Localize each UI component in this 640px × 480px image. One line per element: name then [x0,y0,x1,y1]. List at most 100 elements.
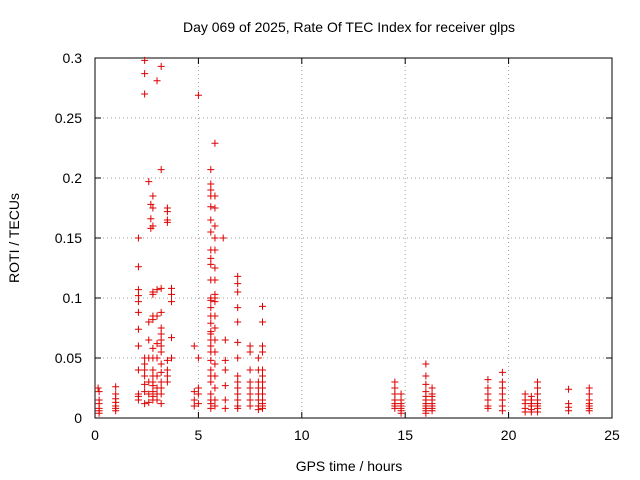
data-point [141,380,149,388]
data-point [207,378,215,386]
data-point [157,378,165,386]
data-point [259,378,267,386]
data-point [585,390,593,398]
data-point [134,286,142,294]
data-point [211,348,219,356]
data-point [153,372,161,380]
data-point [190,402,198,410]
data-point [157,62,165,70]
x-tick-label: 25 [604,427,620,443]
data-point [211,234,219,242]
data-point [207,404,215,412]
data-point [207,342,215,350]
data-point [211,276,219,284]
data-point [428,384,436,392]
data-point [207,216,215,224]
data-point [428,407,436,415]
data-point [534,390,542,398]
data-point [168,284,176,292]
data-point [246,378,254,386]
y-tick-label: 0 [74,410,82,426]
data-point [211,384,219,392]
data-point [157,368,165,376]
data-point [221,336,229,344]
data-point [134,396,142,404]
data-point [211,204,219,212]
y-tick-label: 0.1 [63,290,83,306]
data-point [484,390,492,398]
data-point [498,407,506,415]
data-point [498,396,506,404]
data-point [157,330,165,338]
data-point [157,390,165,398]
data-point [207,228,215,236]
data-point [397,409,405,417]
data-point [157,400,165,408]
data-point [153,340,161,348]
data-point [94,384,102,392]
data-point [149,344,157,352]
data-point [207,330,215,338]
data-point [194,390,202,398]
data-point [484,384,492,392]
data-point [246,384,254,392]
y-tick-label: 0.2 [63,170,83,186]
data-point [95,409,103,417]
data-point [194,384,202,392]
data-point [422,372,430,380]
data-point [141,400,149,408]
data-point [211,336,219,344]
data-point [194,91,202,99]
data-point [211,396,219,404]
data-point [211,139,219,147]
data-point [153,286,161,294]
data-point [484,396,492,404]
data-point [259,404,267,412]
x-tick-label: 20 [501,427,517,443]
data-point [484,376,492,384]
data-point [194,354,202,362]
data-point [157,342,165,350]
data-point [259,366,267,374]
data-point [422,409,430,417]
data-point [207,356,215,364]
data-point [211,222,219,230]
data-point [207,166,215,174]
data-point [168,298,176,306]
data-point [163,208,171,216]
data-point [211,298,219,306]
data-point [422,380,430,388]
data-point [254,406,262,414]
data-point [145,398,153,406]
x-tick-label: 15 [397,427,413,443]
data-point [190,342,198,350]
data-point [145,178,153,186]
data-point [149,204,157,212]
data-point [207,390,215,398]
data-point [211,372,219,380]
data-point [157,324,165,332]
y-tick-label: 0.3 [63,50,83,66]
y-tick-label: 0.15 [55,230,82,246]
data-point [527,408,535,416]
data-point [534,378,542,386]
data-point [246,348,254,356]
y-axis-label: ROTI / TECUs [6,193,22,283]
data-point [134,234,142,242]
data-point [157,336,165,344]
y-tick-label: 0.05 [55,350,82,366]
data-point [254,354,262,362]
data-point [211,264,219,272]
data-point [141,366,149,374]
data-point [141,388,149,396]
data-point [234,304,242,312]
data-point [498,384,506,392]
data-point [207,203,215,211]
data-point [221,356,229,364]
data-point [157,308,165,316]
data-point [234,384,242,392]
data-point [246,390,254,398]
data-point [149,192,157,200]
data-point [163,356,171,364]
data-point [391,404,399,412]
